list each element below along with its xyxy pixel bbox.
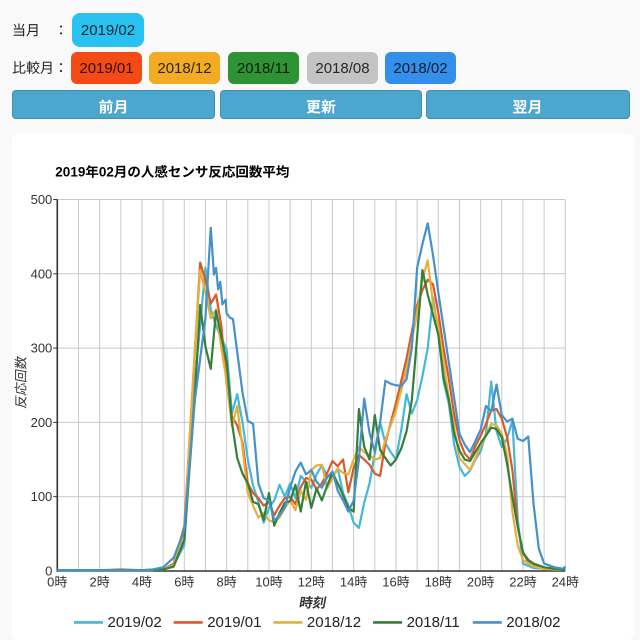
svg-text:2018/02: 2018/02: [506, 614, 560, 631]
svg-text:02: 02: [99, 165, 114, 180]
svg-text:2018/11: 2018/11: [407, 614, 460, 631]
svg-text:2019: 2019: [55, 165, 85, 180]
svg-text:22: 22: [509, 575, 523, 590]
svg-text:18: 18: [425, 575, 439, 590]
svg-text:6: 6: [174, 575, 181, 590]
svg-text:2018/12: 2018/12: [307, 614, 361, 631]
svg-text:12: 12: [298, 575, 312, 590]
svg-text:2019/01: 2019/01: [207, 614, 261, 631]
svg-text:4: 4: [132, 575, 139, 590]
svg-text:2: 2: [90, 575, 97, 590]
svg-text:14: 14: [340, 575, 354, 590]
svg-text:8: 8: [217, 575, 224, 590]
svg-text:0: 0: [47, 575, 54, 590]
svg-text:300: 300: [31, 341, 53, 356]
svg-text:500: 500: [31, 192, 53, 207]
svg-text:0: 0: [45, 564, 52, 579]
svg-text:200: 200: [31, 415, 53, 430]
svg-text:400: 400: [31, 266, 53, 281]
svg-text:100: 100: [31, 489, 53, 504]
svg-text:20: 20: [467, 575, 481, 590]
svg-text:2019/02: 2019/02: [108, 614, 162, 631]
svg-text:16: 16: [382, 575, 396, 590]
svg-text:24: 24: [552, 575, 566, 590]
svg-text:10: 10: [255, 575, 269, 590]
